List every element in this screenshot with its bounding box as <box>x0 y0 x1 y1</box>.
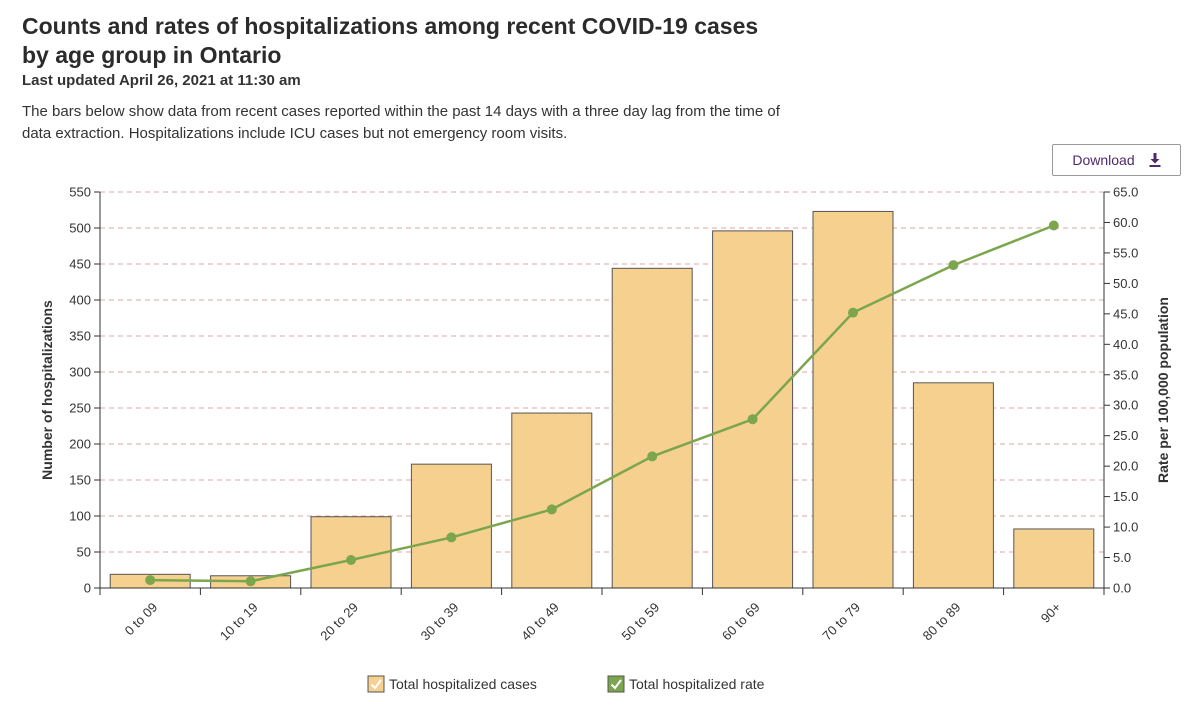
y-tick-label: 500 <box>69 221 91 236</box>
chart-description: The bars below show data from recent cas… <box>22 103 780 142</box>
x-tick-label: 10 to 19 <box>217 600 261 644</box>
y-tick-label: 300 <box>69 365 91 380</box>
y2-tick-label: 10.0 <box>1113 520 1138 535</box>
bar <box>912 382 994 589</box>
y-tick-label: 200 <box>69 437 91 452</box>
x-tick-label: 70 to 79 <box>819 600 863 644</box>
bar <box>812 210 894 589</box>
download-button[interactable]: Download <box>1052 144 1181 176</box>
y2-tick-label: 25.0 <box>1113 428 1138 443</box>
y-tick-label: 350 <box>69 329 91 344</box>
y2-tick-label: 55.0 <box>1113 245 1138 260</box>
y2-tick-label: 20.0 <box>1113 459 1138 474</box>
x-tick-label: 60 to 69 <box>719 600 763 644</box>
y-tick-label: 450 <box>69 257 91 272</box>
y-tick-label: 0 <box>84 581 91 596</box>
bar <box>310 516 392 589</box>
y2-tick-label: 65.0 <box>1113 185 1138 200</box>
rate-point <box>245 576 256 587</box>
rate-point <box>346 554 356 565</box>
y2-tick-label: 15.0 <box>1113 489 1138 504</box>
last-updated: Last updated April 26, 2021 at 11:30 am <box>22 72 301 89</box>
y-tick-label: 550 <box>69 185 91 200</box>
x-tick-label: 50 to 59 <box>618 600 662 644</box>
y2-tick-label: 30.0 <box>1113 398 1138 413</box>
bar <box>611 267 693 589</box>
page-title: Counts and rates of hospitalizations amo… <box>22 13 759 68</box>
y-axis-title: Number of hospitalizations <box>39 300 55 480</box>
y-tick-label: 400 <box>69 293 91 308</box>
y-tick-label: 100 <box>69 509 91 524</box>
x-tick-label: 30 to 39 <box>418 600 462 644</box>
legend-bar-label: Total hospitalized cases <box>389 676 537 692</box>
rate-point <box>747 414 758 425</box>
download-icon <box>1149 153 1161 167</box>
download-label: Download <box>1072 152 1135 168</box>
legend-bar-swatch <box>367 675 385 693</box>
rate-point <box>948 260 959 271</box>
legend-line-swatch <box>607 675 625 693</box>
bar <box>410 463 492 589</box>
y2-tick-label: 60.0 <box>1113 215 1138 230</box>
y2-tick-label: 50.0 <box>1113 276 1138 291</box>
rate-point <box>546 504 557 515</box>
y2-tick-label: 35.0 <box>1113 367 1138 382</box>
rate-line <box>150 224 1055 583</box>
x-tick-label: 80 to 89 <box>920 600 964 644</box>
y2-tick-label: 0.0 <box>1113 581 1131 596</box>
rate-point <box>145 575 156 586</box>
legend-line-label: Total hospitalized rate <box>629 676 765 692</box>
bar <box>712 230 794 589</box>
y2-tick-label: 5.0 <box>1113 550 1131 565</box>
y2-tick-label: 45.0 <box>1113 306 1138 321</box>
y-tick-label: 250 <box>69 401 91 416</box>
bar <box>1013 528 1095 589</box>
x-tick-label: 0 to 09 <box>122 600 161 639</box>
legend-bar-check-icon <box>370 679 382 690</box>
legend-line-check-icon <box>610 679 622 690</box>
rate-point <box>1048 220 1059 231</box>
rate-point <box>848 307 858 318</box>
rate-point <box>647 451 658 462</box>
x-tick-label: 40 to 49 <box>518 600 562 644</box>
x-tick-label: 90+ <box>1038 600 1064 626</box>
y2-tick-label: 40.0 <box>1113 337 1138 352</box>
y2-axis-title: Rate per 100,000 population <box>1155 297 1171 483</box>
y-tick-label: 150 <box>69 473 91 488</box>
rate-point <box>446 532 457 543</box>
y-tick-label: 50 <box>77 545 91 560</box>
x-tick-label: 20 to 29 <box>317 600 361 644</box>
bar <box>511 412 593 589</box>
